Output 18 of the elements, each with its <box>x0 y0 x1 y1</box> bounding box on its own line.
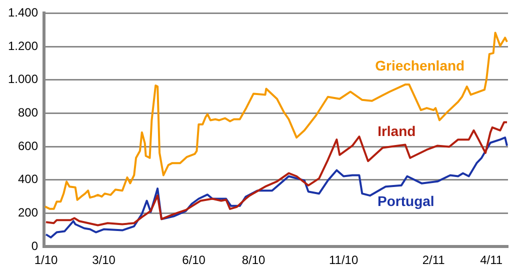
y-tick-label: 600 <box>18 138 38 153</box>
y-tick-label: 1.000 <box>8 72 38 86</box>
series-label: Griechenland <box>375 58 465 74</box>
series-label: Irland <box>378 123 416 140</box>
y-tick-label: 400 <box>18 172 38 186</box>
x-tick-label: 8/10 <box>242 253 266 268</box>
x-tick-label: 1/10 <box>34 253 58 268</box>
y-tick-label: 1.200 <box>8 38 38 53</box>
y-tick-label: 200 <box>18 206 38 220</box>
series-label: Portugal <box>378 193 434 210</box>
y-tick-label: 800 <box>18 106 38 120</box>
x-tick-label: 11/10 <box>328 253 358 268</box>
x-tick-label: 2/11 <box>422 253 446 268</box>
y-tick-label: 0 <box>31 238 38 253</box>
x-tick-label: 3/10 <box>92 253 116 268</box>
x-tick-label: 6/10 <box>182 253 206 268</box>
y-tick-label: 1.400 <box>8 6 38 20</box>
x-tick-label: 4/11 <box>480 253 503 268</box>
